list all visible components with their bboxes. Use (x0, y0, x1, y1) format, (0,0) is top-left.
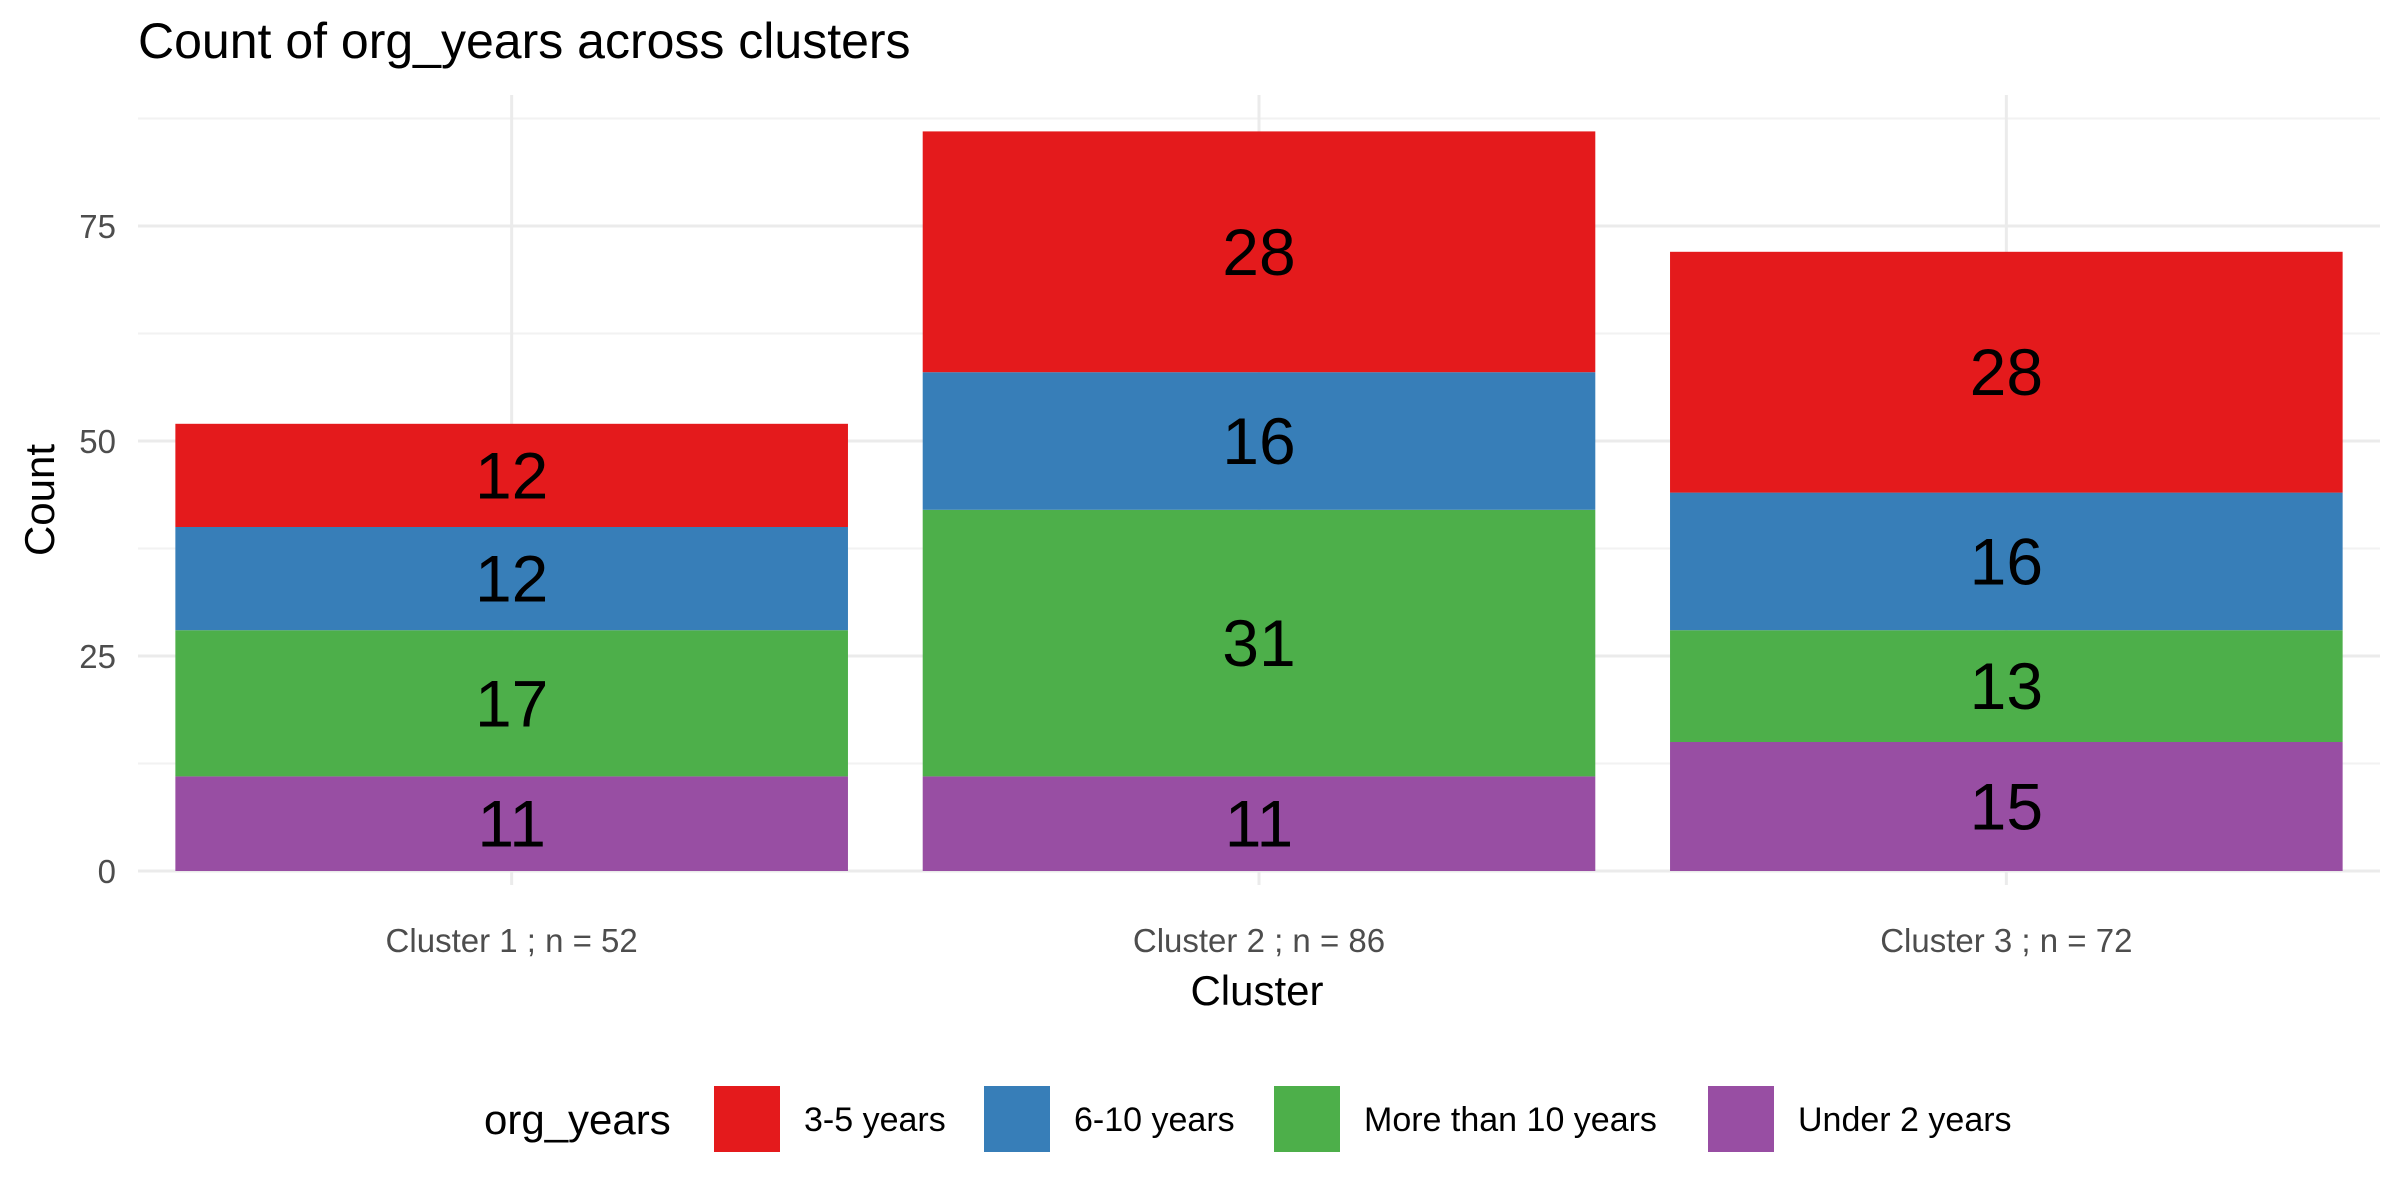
y-tick-label: 25 (79, 638, 116, 675)
bar-value-label: 16 (1222, 404, 1295, 478)
x-tick-label: Cluster 1 ; n = 52 (386, 922, 638, 959)
bar-value-label: 31 (1222, 606, 1295, 680)
bar-segment (1670, 492, 2343, 631)
bar-segment (1670, 251, 2343, 493)
bar-value-label: 11 (477, 787, 546, 861)
x-axis-title: Cluster (1190, 967, 1323, 1014)
bar-segment (922, 776, 1596, 871)
x-tick-label: Cluster 3 ; n = 72 (1880, 922, 2132, 959)
legend-title: org_years (484, 1096, 671, 1143)
bar-segment (922, 131, 1596, 373)
x-axis-tick-labels: Cluster 1 ; n = 52 Cluster 2 ; n = 86 Clus… (386, 922, 2133, 959)
y-tick-label: 50 (79, 423, 116, 460)
x-tick-label: Cluster 2 ; n = 86 (1133, 922, 1385, 959)
bar-value-labels: 11 17 12 12 11 31 16 28 15 13 16 28 (475, 215, 2043, 861)
bar-value-label: 17 (475, 666, 548, 740)
legend-item: Under 2 years (1708, 1086, 2012, 1152)
y-axis-title: Count (16, 444, 63, 556)
bar-segment (922, 509, 1596, 777)
legend-label: Under 2 years (1798, 1101, 2012, 1139)
bar-value-label: 12 (475, 542, 548, 616)
bar-value-label: 12 (475, 438, 548, 512)
y-axis-tick-labels: 0 25 50 75 (79, 208, 116, 890)
bar-segment (175, 423, 848, 527)
legend-item: 3-5 years (714, 1086, 946, 1152)
bar-segment (1670, 630, 2343, 742)
legend-swatch (714, 1086, 780, 1152)
bar-segment (175, 527, 848, 631)
bar-segment (1670, 742, 2343, 871)
legend-label: 6-10 years (1074, 1101, 1235, 1139)
legend: org_years 3-5 years 6-10 years More than 1… (484, 1086, 2012, 1152)
bar-segment (922, 372, 1596, 510)
legend-swatch (984, 1086, 1050, 1152)
legend-item: 6-10 years (984, 1086, 1235, 1152)
bar-value-label: 15 (1970, 770, 2043, 844)
chart-title: Count of org_years across clusters (138, 13, 911, 69)
bar-segment (175, 630, 848, 777)
y-tick-label: 0 (98, 853, 116, 890)
legend-item: More than 10 years (1274, 1086, 1657, 1152)
bar-value-label: 11 (1225, 787, 1294, 861)
legend-label: More than 10 years (1364, 1101, 1657, 1139)
bar-segment (175, 776, 848, 871)
legend-swatch (1708, 1086, 1774, 1152)
bar-value-label: 13 (1970, 649, 2043, 723)
y-tick-label: 75 (79, 208, 116, 245)
bar-value-label: 28 (1970, 335, 2043, 409)
bar-value-label: 16 (1970, 524, 2043, 598)
bar-value-label: 28 (1222, 215, 1295, 289)
legend-swatch (1274, 1086, 1340, 1152)
legend-label: 3-5 years (804, 1101, 946, 1139)
bars (175, 131, 2343, 871)
